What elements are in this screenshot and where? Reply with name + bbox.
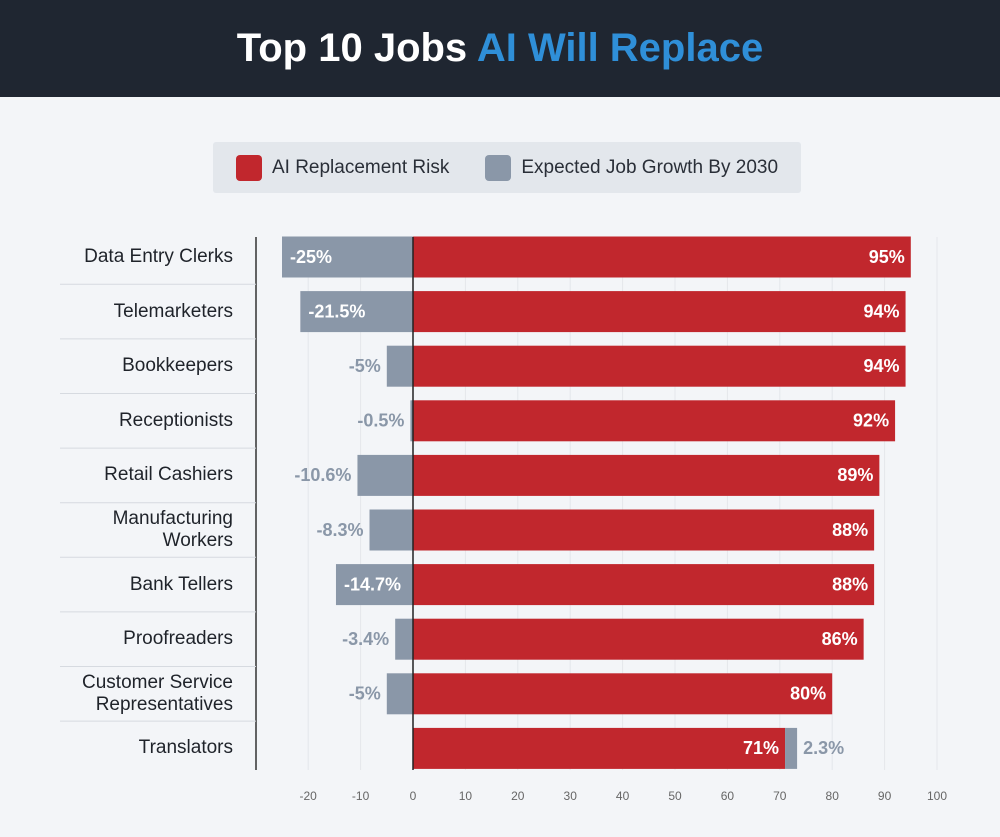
x-tick-label: 50 <box>668 789 682 803</box>
bar <box>413 236 911 278</box>
bar <box>413 400 896 442</box>
value-label: 88% <box>832 520 868 540</box>
bar <box>413 345 906 387</box>
x-tick-label: -10 <box>352 789 370 803</box>
legend-swatch <box>235 154 262 181</box>
bar <box>413 618 864 660</box>
category-label: Translators <box>138 737 233 759</box>
bar <box>410 400 413 442</box>
x-tick-label: 80 <box>826 789 840 803</box>
title-highlight: AI Will Replace <box>476 26 764 70</box>
category-label: Bookkeepers <box>122 355 233 377</box>
x-tick-label: 10 <box>459 789 473 803</box>
x-tick-label: 20 <box>511 789 525 803</box>
legend-label: AI Replacement Risk <box>271 156 450 178</box>
category-label: Telemarketers <box>113 300 233 322</box>
bar <box>785 727 798 769</box>
category-label: Proofreaders <box>123 628 233 650</box>
value-label: 88% <box>832 574 868 594</box>
bar <box>386 673 413 715</box>
value-label: -25% <box>290 247 332 267</box>
bar <box>395 618 413 660</box>
x-tick-label: -20 <box>300 789 318 803</box>
value-label: 2.3% <box>803 738 844 758</box>
x-tick-label: 70 <box>773 789 787 803</box>
value-label: -14.7% <box>344 574 401 594</box>
value-label: -0.5% <box>357 411 404 431</box>
bar <box>413 673 833 715</box>
value-label: 71% <box>743 738 779 758</box>
category-label: Retail Cashiers <box>104 464 233 486</box>
value-label: -8.3% <box>316 520 363 540</box>
category-label: Manufacturing Workers <box>112 508 233 551</box>
value-label: -3.4% <box>342 629 389 649</box>
x-tick-label: 30 <box>564 789 578 803</box>
value-label: 86% <box>822 629 858 649</box>
legend-swatch <box>485 154 512 181</box>
x-tick-label: 40 <box>616 789 630 803</box>
value-label: 89% <box>837 465 873 485</box>
category-label: Bank Tellers <box>129 573 233 595</box>
legend-item: AI Replacement Risk <box>235 154 450 181</box>
legend-label: Expected Job Growth By 2030 <box>521 156 779 178</box>
bar <box>335 564 413 606</box>
x-tick-label: 0 <box>410 789 417 803</box>
bar <box>413 564 875 606</box>
value-label: -5% <box>349 356 381 376</box>
bar <box>413 727 786 769</box>
bar <box>369 509 413 551</box>
category-label: Data Entry Clerks <box>84 246 233 267</box>
title: Top 10 Jobs <box>236 26 468 70</box>
value-label: -21.5% <box>308 301 365 321</box>
category-label: Receptionists <box>118 409 233 431</box>
x-tick-label: 90 <box>878 789 892 803</box>
x-tick-label: 60 <box>721 789 735 803</box>
bar <box>413 454 880 496</box>
bar <box>413 291 906 333</box>
value-label: -10.6% <box>294 465 351 485</box>
header: Top 10 Jobs AI Will Replace <box>0 0 1000 97</box>
legend-item: Expected Job Growth By 2030 <box>485 154 779 181</box>
value-label: 95% <box>869 247 905 267</box>
value-label: 80% <box>790 684 826 704</box>
legend: AI Replacement Risk Expected Job Growth B… <box>213 142 801 193</box>
bar <box>386 345 413 387</box>
x-tick-label: 100 <box>927 789 947 803</box>
category-label: Customer Service Representatives <box>82 671 233 715</box>
value-label: 94% <box>864 356 900 376</box>
value-label: 92% <box>853 411 889 431</box>
bar <box>300 291 413 333</box>
bar <box>282 236 413 278</box>
bar <box>357 454 413 496</box>
value-label: -5% <box>349 684 381 704</box>
bar <box>413 509 875 551</box>
value-label: 94% <box>864 301 900 321</box>
